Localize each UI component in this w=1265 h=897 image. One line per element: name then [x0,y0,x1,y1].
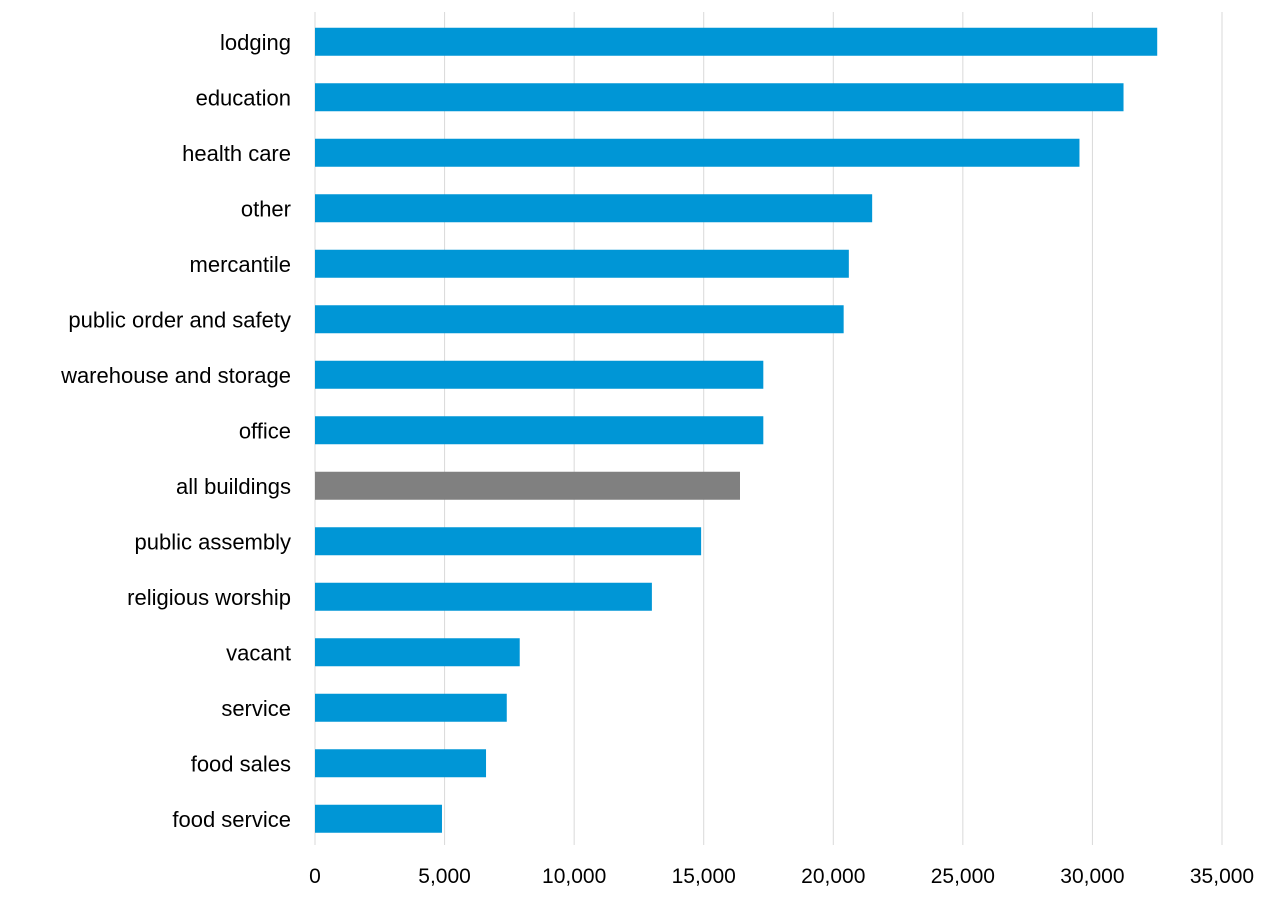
bar-health-care [315,138,1080,167]
bar-public-assembly [315,527,702,556]
x-tick-label: 15,000 [672,865,736,888]
bar-education [315,83,1124,112]
category-label: lodging [220,30,291,55]
bar-office [315,416,764,445]
bar-layer [315,27,1158,833]
bar-service [315,693,507,722]
x-tick-label: 0 [309,865,321,888]
category-label: education [196,85,291,110]
x-tick-label: 35,000 [1190,865,1254,888]
bar-mercantile [315,249,849,278]
bar-public-order-and-safety [315,305,844,334]
x-tick-label-layer: 0 5,000 10,000 15,000 20,000 25,000 30,000 35,0… [309,865,1254,888]
category-label: public assembly [134,529,291,554]
bar-lodging [315,27,1158,56]
x-tick-label: 10,000 [542,865,606,888]
category-label: health care [182,141,291,166]
bar-other [315,194,873,223]
category-label: other [241,196,291,221]
category-label: all buildings [176,474,291,499]
category-label: food service [172,807,291,832]
category-label: vacant [226,640,291,665]
category-label: public order and safety [68,307,291,332]
category-label: religious worship [127,585,291,610]
x-tick-label: 5,000 [418,865,471,888]
bar-food-sales [315,749,487,778]
bar-vacant [315,638,520,667]
bar-religious-worship [315,582,652,611]
category-label-layer: lodging education health care other mercanti… [60,30,291,832]
bar-warehouse-and-storage [315,360,764,389]
category-label: service [221,696,291,721]
bar-all-buildings [315,471,740,500]
category-label: office [239,418,291,443]
category-label: mercantile [190,252,291,277]
x-tick-label: 20,000 [801,865,865,888]
x-tick-label: 30,000 [1060,865,1124,888]
category-label: warehouse and storage [60,363,291,388]
category-label: food sales [191,751,291,776]
bar-food-service [315,804,442,833]
x-tick-label: 25,000 [931,865,995,888]
